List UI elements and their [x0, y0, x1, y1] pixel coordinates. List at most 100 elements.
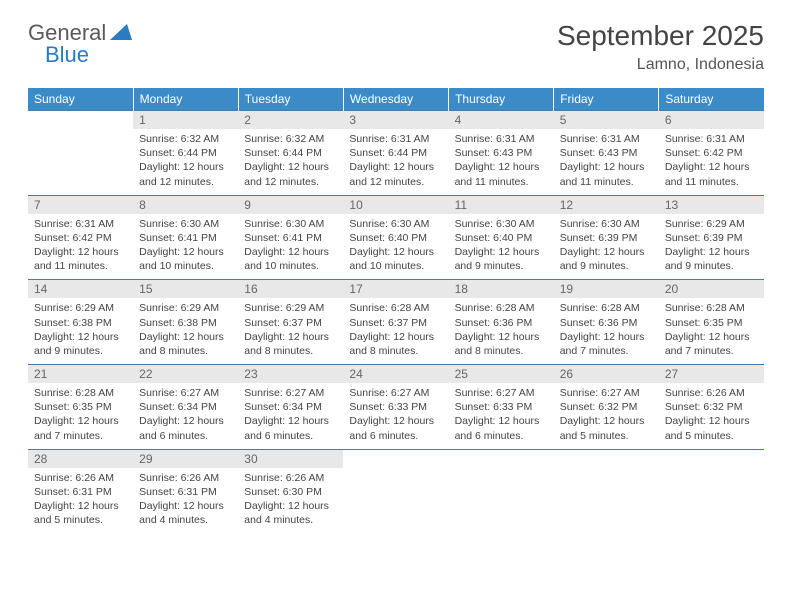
day-header: Sunday	[28, 88, 133, 111]
cell-body: Sunrise: 6:28 AMSunset: 6:35 PMDaylight:…	[659, 298, 764, 364]
day-number: 15	[133, 280, 238, 298]
day-number: 25	[449, 365, 554, 383]
daylight-text: Daylight: 12 hours and 9 minutes.	[665, 245, 758, 273]
cell-body: Sunrise: 6:27 AMSunset: 6:33 PMDaylight:…	[343, 383, 448, 449]
daylight-text: Daylight: 12 hours and 11 minutes.	[34, 245, 127, 273]
sunrise-text: Sunrise: 6:27 AM	[560, 386, 653, 400]
sunset-text: Sunset: 6:43 PM	[455, 146, 548, 160]
calendar-row: 28Sunrise: 6:26 AMSunset: 6:31 PMDayligh…	[28, 449, 764, 533]
day-number	[659, 450, 764, 468]
cell-body: Sunrise: 6:28 AMSunset: 6:36 PMDaylight:…	[449, 298, 554, 364]
sunrise-text: Sunrise: 6:29 AM	[665, 217, 758, 231]
sunrise-text: Sunrise: 6:29 AM	[34, 301, 127, 315]
calendar-cell: 3Sunrise: 6:31 AMSunset: 6:44 PMDaylight…	[343, 111, 448, 196]
daylight-text: Daylight: 12 hours and 9 minutes.	[560, 245, 653, 273]
daylight-text: Daylight: 12 hours and 8 minutes.	[244, 330, 337, 358]
cell-body: Sunrise: 6:31 AMSunset: 6:42 PMDaylight:…	[659, 129, 764, 195]
sunset-text: Sunset: 6:36 PM	[560, 316, 653, 330]
cell-body: Sunrise: 6:27 AMSunset: 6:34 PMDaylight:…	[133, 383, 238, 449]
sunset-text: Sunset: 6:32 PM	[665, 400, 758, 414]
cell-body: Sunrise: 6:30 AMSunset: 6:40 PMDaylight:…	[343, 214, 448, 280]
sunset-text: Sunset: 6:37 PM	[349, 316, 442, 330]
day-number: 3	[343, 111, 448, 129]
day-number	[28, 111, 133, 129]
calendar-cell: 5Sunrise: 6:31 AMSunset: 6:43 PMDaylight…	[554, 111, 659, 196]
sunset-text: Sunset: 6:33 PM	[455, 400, 548, 414]
day-number: 10	[343, 196, 448, 214]
calendar-cell: 18Sunrise: 6:28 AMSunset: 6:36 PMDayligh…	[449, 280, 554, 365]
cell-body: Sunrise: 6:31 AMSunset: 6:43 PMDaylight:…	[554, 129, 659, 195]
day-number: 30	[238, 450, 343, 468]
calendar-cell: 25Sunrise: 6:27 AMSunset: 6:33 PMDayligh…	[449, 365, 554, 450]
cell-body: Sunrise: 6:26 AMSunset: 6:31 PMDaylight:…	[28, 468, 133, 534]
calendar-cell	[554, 449, 659, 533]
day-number: 22	[133, 365, 238, 383]
day-number: 19	[554, 280, 659, 298]
daylight-text: Daylight: 12 hours and 6 minutes.	[244, 414, 337, 442]
day-header: Friday	[554, 88, 659, 111]
sunrise-text: Sunrise: 6:32 AM	[244, 132, 337, 146]
day-number: 18	[449, 280, 554, 298]
day-header: Wednesday	[343, 88, 448, 111]
cell-body: Sunrise: 6:29 AMSunset: 6:37 PMDaylight:…	[238, 298, 343, 364]
calendar-cell: 14Sunrise: 6:29 AMSunset: 6:38 PMDayligh…	[28, 280, 133, 365]
calendar-cell: 17Sunrise: 6:28 AMSunset: 6:37 PMDayligh…	[343, 280, 448, 365]
daylight-text: Daylight: 12 hours and 5 minutes.	[34, 499, 127, 527]
day-number: 20	[659, 280, 764, 298]
sunrise-text: Sunrise: 6:27 AM	[139, 386, 232, 400]
sunset-text: Sunset: 6:37 PM	[244, 316, 337, 330]
sunrise-text: Sunrise: 6:30 AM	[455, 217, 548, 231]
calendar-cell: 6Sunrise: 6:31 AMSunset: 6:42 PMDaylight…	[659, 111, 764, 196]
day-number: 8	[133, 196, 238, 214]
sunset-text: Sunset: 6:41 PM	[244, 231, 337, 245]
daylight-text: Daylight: 12 hours and 6 minutes.	[349, 414, 442, 442]
calendar-row: 21Sunrise: 6:28 AMSunset: 6:35 PMDayligh…	[28, 365, 764, 450]
sunrise-text: Sunrise: 6:26 AM	[139, 471, 232, 485]
cell-body: Sunrise: 6:30 AMSunset: 6:39 PMDaylight:…	[554, 214, 659, 280]
cell-body: Sunrise: 6:30 AMSunset: 6:41 PMDaylight:…	[133, 214, 238, 280]
sunrise-text: Sunrise: 6:28 AM	[455, 301, 548, 315]
sunrise-text: Sunrise: 6:28 AM	[560, 301, 653, 315]
calendar-cell	[449, 449, 554, 533]
calendar-cell: 1Sunrise: 6:32 AMSunset: 6:44 PMDaylight…	[133, 111, 238, 196]
day-number: 21	[28, 365, 133, 383]
sunset-text: Sunset: 6:43 PM	[560, 146, 653, 160]
calendar-cell: 9Sunrise: 6:30 AMSunset: 6:41 PMDaylight…	[238, 195, 343, 280]
logo-text-blue: Blue	[45, 42, 89, 68]
cell-body: Sunrise: 6:31 AMSunset: 6:43 PMDaylight:…	[449, 129, 554, 195]
sunset-text: Sunset: 6:44 PM	[349, 146, 442, 160]
cell-body: Sunrise: 6:27 AMSunset: 6:32 PMDaylight:…	[554, 383, 659, 449]
daylight-text: Daylight: 12 hours and 8 minutes.	[455, 330, 548, 358]
day-number: 7	[28, 196, 133, 214]
calendar-cell	[343, 449, 448, 533]
daylight-text: Daylight: 12 hours and 11 minutes.	[665, 160, 758, 188]
sunrise-text: Sunrise: 6:30 AM	[560, 217, 653, 231]
calendar-row: 1Sunrise: 6:32 AMSunset: 6:44 PMDaylight…	[28, 111, 764, 196]
calendar-cell	[28, 111, 133, 196]
sunrise-text: Sunrise: 6:29 AM	[244, 301, 337, 315]
sunrise-text: Sunrise: 6:26 AM	[665, 386, 758, 400]
calendar-cell: 4Sunrise: 6:31 AMSunset: 6:43 PMDaylight…	[449, 111, 554, 196]
sunset-text: Sunset: 6:40 PM	[455, 231, 548, 245]
calendar-cell: 28Sunrise: 6:26 AMSunset: 6:31 PMDayligh…	[28, 449, 133, 533]
daylight-text: Daylight: 12 hours and 6 minutes.	[455, 414, 548, 442]
day-number: 27	[659, 365, 764, 383]
day-number: 5	[554, 111, 659, 129]
calendar-row: 7Sunrise: 6:31 AMSunset: 6:42 PMDaylight…	[28, 195, 764, 280]
sunset-text: Sunset: 6:38 PM	[34, 316, 127, 330]
sunset-text: Sunset: 6:39 PM	[665, 231, 758, 245]
sunrise-text: Sunrise: 6:31 AM	[560, 132, 653, 146]
sunset-text: Sunset: 6:40 PM	[349, 231, 442, 245]
logo-triangle-icon	[110, 22, 132, 45]
daylight-text: Daylight: 12 hours and 5 minutes.	[560, 414, 653, 442]
daylight-text: Daylight: 12 hours and 11 minutes.	[455, 160, 548, 188]
daylight-text: Daylight: 12 hours and 5 minutes.	[665, 414, 758, 442]
calendar-cell: 12Sunrise: 6:30 AMSunset: 6:39 PMDayligh…	[554, 195, 659, 280]
cell-body: Sunrise: 6:26 AMSunset: 6:32 PMDaylight:…	[659, 383, 764, 449]
cell-body: Sunrise: 6:27 AMSunset: 6:33 PMDaylight:…	[449, 383, 554, 449]
day-header: Saturday	[659, 88, 764, 111]
day-number: 28	[28, 450, 133, 468]
sunset-text: Sunset: 6:36 PM	[455, 316, 548, 330]
sunrise-text: Sunrise: 6:32 AM	[139, 132, 232, 146]
calendar-cell: 20Sunrise: 6:28 AMSunset: 6:35 PMDayligh…	[659, 280, 764, 365]
